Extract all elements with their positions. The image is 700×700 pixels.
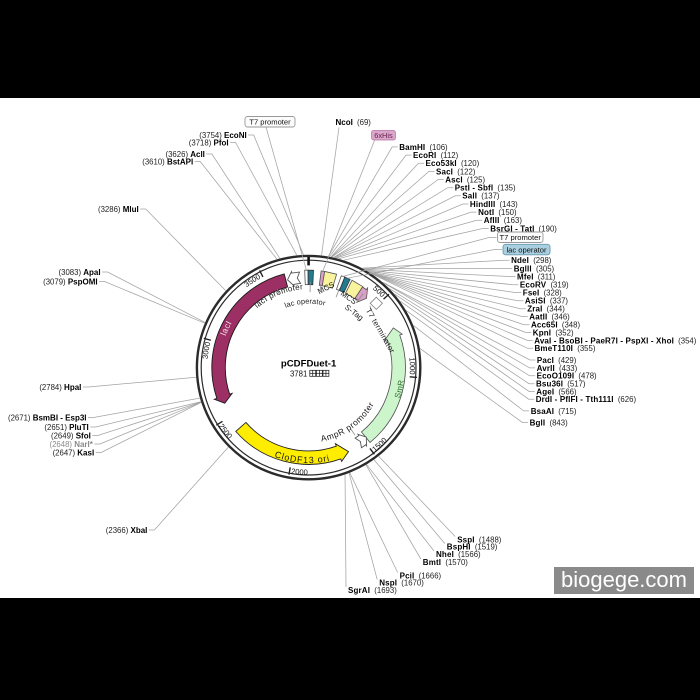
svg-text:T7 promoter: T7 promoter [500, 233, 542, 242]
svg-text:(2651) PluTI: (2651) PluTI [44, 423, 88, 432]
svg-text:(3718) PfoI: (3718) PfoI [189, 138, 229, 147]
svg-text:2000: 2000 [291, 467, 308, 477]
svg-text:(3079) PspOMI: (3079) PspOMI [43, 277, 98, 286]
svg-text:NheI (1566): NheI (1566) [436, 550, 481, 559]
svg-text:NotI (150): NotI (150) [478, 208, 517, 217]
svg-text:SspI (1488): SspI (1488) [457, 535, 502, 544]
svg-text:PstI - SbfI (135): PstI - SbfI (135) [455, 184, 516, 193]
svg-text:BmeT110I (355): BmeT110I (355) [535, 344, 596, 353]
svg-text:BglI (843): BglI (843) [530, 419, 568, 428]
svg-text:BsaAI (715): BsaAI (715) [531, 407, 577, 416]
svg-text:NdeI (298): NdeI (298) [511, 256, 552, 265]
svg-text:1000: 1000 [407, 357, 416, 375]
svg-text:AatII (346): AatII (346) [529, 313, 570, 322]
svg-text:PciI (1666): PciI (1666) [400, 571, 442, 580]
svg-text:BmtI (1570): BmtI (1570) [423, 558, 468, 567]
svg-text:MCS: MCS [316, 280, 336, 296]
svg-text:AscI (125): AscI (125) [445, 175, 485, 184]
svg-text:EcoO109I (478): EcoO109I (478) [537, 372, 597, 381]
svg-text:(2366) XbaI: (2366) XbaI [106, 526, 148, 535]
svg-text:(3754) EcoNI: (3754) EcoNI [199, 131, 246, 140]
svg-text:Eco53kI (120): Eco53kI (120) [426, 159, 480, 168]
svg-text:MfeI (311): MfeI (311) [517, 272, 556, 281]
svg-text:BsrGI - TatI (190): BsrGI - TatI (190) [490, 224, 557, 233]
svg-text:AgeI (566): AgeI (566) [536, 388, 577, 397]
svg-text:6xHis: 6xHis [374, 131, 393, 140]
svg-text:EcoRV (319): EcoRV (319) [520, 281, 569, 290]
svg-text:3000: 3000 [201, 341, 213, 359]
svg-text:(2649) SfoI: (2649) SfoI [51, 431, 91, 440]
svg-text:FseI (328): FseI (328) [523, 289, 562, 298]
svg-text:BglII (305): BglII (305) [514, 264, 555, 273]
svg-text:EcoRI (112): EcoRI (112) [413, 151, 459, 160]
svg-text:(3286) MluI: (3286) MluI [98, 205, 139, 214]
svg-text:NcoI (69): NcoI (69) [336, 118, 372, 127]
svg-text:(2647) KasI: (2647) KasI [53, 448, 95, 457]
svg-text:AvaI - BsoBI - PaeR7I - PspXI: AvaI - BsoBI - PaeR7I - PspXI - XhoI (35… [534, 336, 697, 345]
svg-text:S-Tag: S-Tag [343, 303, 365, 323]
svg-text:DrdI - PflFI - Tth111I (626): DrdI - PflFI - Tth111I (626) [536, 395, 637, 404]
svg-text:NspI (1670): NspI (1670) [379, 578, 424, 587]
svg-text:Bsu36I (517): Bsu36I (517) [536, 380, 586, 389]
svg-text:SacI (122): SacI (122) [436, 167, 476, 176]
svg-text:T7 promoter: T7 promoter [249, 118, 291, 127]
svg-text:(3610) BstAPI: (3610) BstAPI [142, 157, 193, 166]
svg-text:lac operator: lac operator [283, 297, 327, 310]
svg-text:PacI (429): PacI (429) [537, 356, 577, 365]
svg-text:2500: 2500 [217, 422, 234, 441]
svg-text:(2671) BsmBI - Esp3I: (2671) BsmBI - Esp3I [8, 413, 87, 422]
svg-text:HindIII (143): HindIII (143) [470, 200, 518, 209]
svg-text:ZraI (344): ZraI (344) [527, 305, 565, 314]
svg-text:pCDFDuet-1: pCDFDuet-1 [281, 359, 337, 370]
svg-text:KpnI (352): KpnI (352) [533, 328, 574, 337]
svg-text:BamHI (106): BamHI (106) [399, 143, 448, 152]
svg-text:Acc65I (348): Acc65I (348) [531, 321, 580, 330]
svg-text:AvrII (433): AvrII (433) [537, 364, 578, 373]
svg-text:SgrAI (1693): SgrAI (1693) [348, 586, 397, 595]
svg-text:(2648) NarI*: (2648) NarI* [49, 440, 93, 449]
svg-text:3781: 3781 [290, 369, 307, 378]
svg-text:BspHI (1519): BspHI (1519) [447, 542, 498, 551]
svg-text:SalI (137): SalI (137) [462, 192, 500, 201]
svg-text:lac operator: lac operator [506, 246, 547, 255]
svg-text:AflII (163): AflII (163) [484, 216, 523, 225]
svg-text:(3626) AclI: (3626) AclI [166, 150, 205, 159]
svg-text:(2784) HpaI: (2784) HpaI [39, 383, 81, 392]
svg-text:(3083) ApaI: (3083) ApaI [59, 268, 101, 277]
